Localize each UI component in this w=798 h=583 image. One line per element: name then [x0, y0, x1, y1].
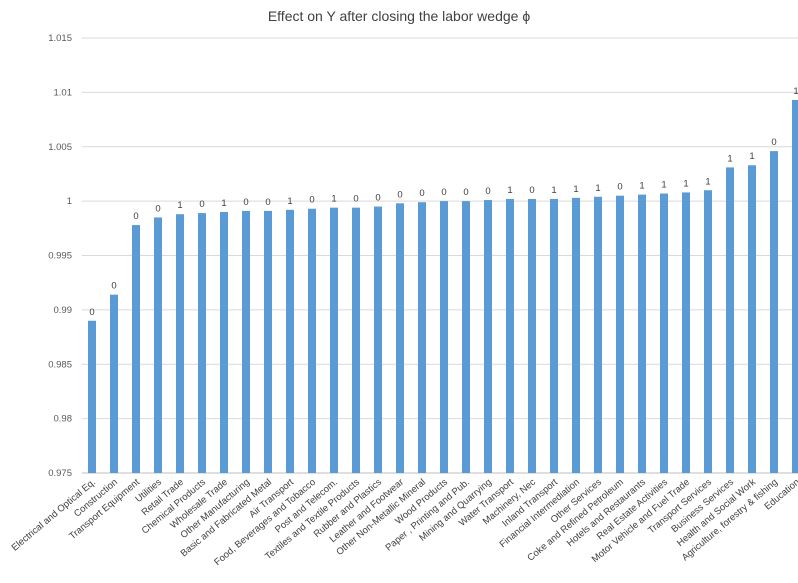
chart-title: Effect on Y after closing the labor wedg… [267, 8, 531, 24]
y-tick-label: 0.99 [54, 305, 73, 316]
data-label: 1 [287, 196, 292, 207]
data-label: 1 [639, 181, 644, 192]
data-label: 0 [441, 187, 446, 198]
bar [330, 207, 338, 473]
bar [264, 210, 272, 473]
data-label: 0 [771, 137, 776, 148]
data-label: 0 [397, 189, 402, 200]
bar [506, 198, 514, 473]
data-label: 1 [661, 180, 666, 191]
data-label: 0 [309, 195, 314, 206]
data-label: 1 [507, 185, 512, 196]
bar [440, 201, 448, 473]
bar [462, 201, 470, 473]
data-label: 1 [749, 151, 754, 162]
data-label: 1 [551, 185, 556, 196]
data-label: 0 [617, 182, 622, 193]
data-label: 0 [353, 194, 358, 205]
bar [550, 198, 558, 473]
bar [220, 212, 228, 473]
bar [198, 213, 206, 473]
data-label: 1 [793, 86, 798, 97]
bar [132, 225, 140, 473]
bar [770, 151, 778, 473]
data-label: 0 [485, 186, 490, 197]
data-label: 0 [133, 211, 138, 222]
y-tick-label: 1 [67, 196, 72, 207]
bar [352, 207, 360, 473]
data-label: 0 [243, 197, 248, 208]
data-label: 0 [111, 281, 116, 292]
data-label: 1 [705, 176, 710, 187]
bar [88, 320, 96, 473]
bar [726, 167, 734, 473]
data-label: 0 [199, 199, 204, 210]
data-label: 0 [419, 188, 424, 199]
x-tick-label: Electrical and Optical Eq. [10, 477, 98, 554]
bar [286, 209, 294, 473]
bar [682, 192, 690, 474]
bar [792, 99, 798, 474]
bar [374, 206, 382, 473]
bar [176, 214, 184, 474]
data-label: 1 [331, 194, 336, 205]
data-label: 0 [155, 203, 160, 214]
bar [308, 208, 316, 474]
data-label: 0 [89, 307, 94, 318]
y-tick-label: 0.975 [48, 468, 72, 479]
data-label: 0 [529, 185, 534, 196]
bar [748, 165, 756, 474]
data-label: 1 [221, 198, 226, 209]
bar [616, 195, 624, 473]
y-tick-label: 1.01 [54, 87, 73, 98]
data-label: 1 [727, 153, 732, 164]
bar [638, 194, 646, 473]
data-label: 1 [683, 178, 688, 189]
data-label: 1 [573, 184, 578, 195]
data-label: 1 [177, 200, 182, 211]
bar [110, 294, 118, 473]
data-label: 1 [595, 183, 600, 194]
y-tick-label: 1.005 [48, 142, 72, 153]
bar [528, 198, 536, 473]
bar [154, 217, 162, 473]
y-tick-label: 0.985 [48, 359, 72, 370]
y-tick-label: 0.98 [54, 414, 73, 425]
y-tick-label: 0.995 [48, 251, 72, 262]
data-label: 0 [265, 197, 270, 208]
bar [704, 190, 712, 473]
y-tick-label: 1.015 [48, 33, 72, 44]
bar [242, 210, 250, 473]
data-label: 0 [463, 187, 468, 198]
bar [594, 196, 602, 473]
bar [484, 200, 492, 473]
bar [418, 202, 426, 473]
bar [396, 203, 404, 474]
bar [660, 193, 668, 473]
bar [572, 197, 580, 474]
data-label: 0 [375, 193, 380, 204]
